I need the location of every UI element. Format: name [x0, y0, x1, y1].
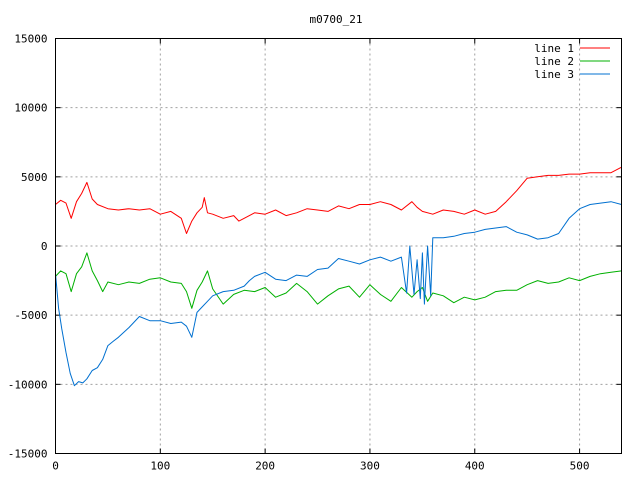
y-tick-label: 15000: [14, 33, 47, 46]
grid-layer: [55, 38, 622, 454]
y-tick-label: -15000: [8, 448, 48, 461]
x-tick-label: 100: [150, 460, 170, 473]
series-line-2: [55, 252, 622, 309]
y-tick-label: 10000: [14, 102, 47, 115]
plot-frame: [55, 38, 622, 454]
x-tick-label: 0: [52, 460, 59, 473]
y-tick-label: -10000: [8, 378, 48, 391]
chart-title: m0700_21: [310, 13, 363, 26]
x-tick-label: 300: [360, 460, 380, 473]
series-line-3: [55, 201, 622, 387]
legend-label-1: line 1: [534, 42, 574, 55]
series-line-1: [55, 166, 622, 234]
legend-label-2: line 2: [534, 55, 574, 68]
legend-label-3: line 3: [534, 68, 574, 81]
y-tick-label: 0: [41, 240, 48, 253]
tick-layer: 0 100 200 300 400 500 -15000 -10000 -5000 0 5000 10…: [8, 33, 622, 473]
y-tick-label: 5000: [21, 171, 48, 184]
x-tick-label: 400: [465, 460, 485, 473]
series-layer: [55, 166, 622, 387]
x-tick-label: 500: [570, 460, 590, 473]
y-tick-label: -5000: [14, 309, 47, 322]
x-tick-label: 200: [255, 460, 275, 473]
